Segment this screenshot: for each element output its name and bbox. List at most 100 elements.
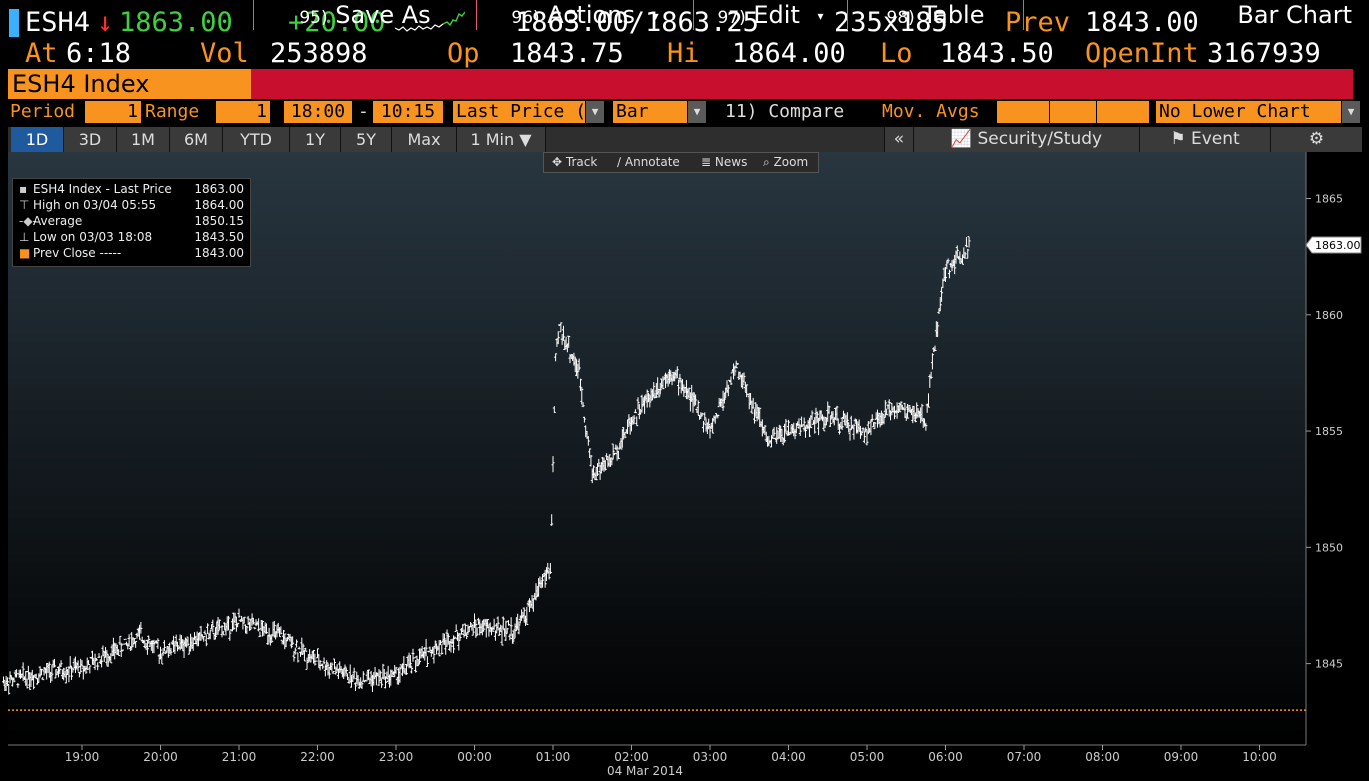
zoom-label: Zoom [773,155,809,169]
price-bar [947,269,951,279]
caret-down-icon: ▾ [817,9,824,23]
price-bar [703,412,707,421]
save-as-button[interactable]: 95) Save As [253,0,476,30]
price-bar [380,678,384,688]
legend-label: High on 03/04 05:55 [33,198,157,212]
price-bar [469,622,473,628]
price-bar [102,651,106,662]
price-bar [938,297,942,312]
legend-last-price[interactable]: ▪ ESH4 Index - Last Price 1863.00 [19,181,244,197]
y-tick-label: 1860 [1315,309,1343,322]
legend-prev-close[interactable]: ■ Prev Close ----- 1843.00 [19,245,244,261]
actions-menu[interactable]: 96) Actions ▾ [476,0,693,30]
price-bar [474,619,478,638]
mov-avg-field-2[interactable] [1050,101,1096,123]
price-bar [887,399,891,417]
price-bar [251,617,255,625]
price-bar [147,635,151,644]
mov-avg-field-3[interactable] [1097,101,1149,123]
compare-button[interactable]: 11) Compare [725,101,845,122]
price-bar [162,640,166,652]
price-bar [810,410,814,420]
start-time-field[interactable]: 18:00 [284,101,352,123]
chart-style-select[interactable]: Bar [613,101,687,123]
price-bar [775,426,779,444]
x-tick-label: 02:00 [614,750,649,764]
price-bar [16,683,20,688]
tab-5y[interactable]: 5Y [341,127,392,152]
price-bar [822,416,826,432]
time-dash: - [358,101,369,122]
tab-frequency[interactable]: 1 Min ▼ [457,127,546,152]
price-bar [453,636,457,640]
tab-3d[interactable]: 3D [64,127,117,152]
price-bar [735,362,739,365]
save-as-num: 95) [299,8,328,28]
openint-label: OpenInt [1085,38,1199,69]
table-button[interactable]: 98) Table [847,0,1023,30]
mov-avg-field-1[interactable] [997,101,1049,123]
price-bar [228,630,232,641]
price-bar [261,621,265,637]
tab-1d[interactable]: 1D [11,127,64,152]
price-bar [779,425,783,442]
collapse-button[interactable]: « [884,127,913,152]
lower-chart-select[interactable]: No Lower Chart [1156,101,1341,123]
tab-6m[interactable]: 6M [170,127,223,152]
price-bar [164,651,168,654]
price-bar [41,677,45,681]
price-bar [696,400,700,416]
chart-style-dropdown-icon[interactable]: ▼ [688,101,706,123]
price-bar [573,356,577,373]
price-bar [289,636,293,649]
price-bar [567,335,571,348]
security-study-button[interactable]: 📈 Security/Study [913,127,1139,152]
end-time-field[interactable]: 10:15 [373,101,443,123]
price-bar [835,405,839,421]
lower-chart-dropdown-icon[interactable]: ▼ [1342,101,1360,123]
price-bar [437,640,441,657]
annotate-button[interactable]: ∕ Annotate [617,153,680,172]
price-bar [283,633,287,650]
price-bar [707,418,711,430]
market-select[interactable]: Last Price (R [453,101,585,123]
x-tick-label: 19:00 [65,750,100,764]
table-num: 98) [886,8,915,28]
price-bar [645,389,649,408]
track-button[interactable]: ✥ Track [552,153,597,172]
event-button[interactable]: ⚑ Event [1139,127,1270,152]
y-tick-label: 1850 [1315,541,1343,554]
price-bar [85,657,89,671]
security-field[interactable]: ESH4 Index [8,69,251,99]
price-bar [2,676,5,684]
price-bar [885,408,889,416]
price-bar [580,386,584,405]
x-tick-label: 22:00 [300,750,335,764]
price-bar [556,331,560,345]
price-bar [946,258,950,264]
market-dropdown-icon[interactable]: ▼ [586,101,604,123]
tab-ytd[interactable]: YTD [223,127,290,152]
price-bar [414,660,418,673]
tab-1y[interactable]: 1Y [290,127,341,152]
price-bar [482,619,486,632]
price-bar [463,623,467,636]
price-bar [597,458,601,467]
price-bar [636,397,640,410]
news-button[interactable]: ≣ News [701,153,747,172]
zoom-button[interactable]: ⌕ Zoom [763,153,808,172]
price-bar [204,634,208,647]
range-field[interactable]: 1 [216,101,270,123]
price-bar [398,666,402,683]
tab-1m[interactable]: 1M [117,127,170,152]
tab-max[interactable]: Max [392,127,457,152]
price-bar [408,654,412,669]
price-bar [237,608,241,618]
price-bar [253,627,257,630]
period-field[interactable]: 1 [85,101,141,123]
edit-menu[interactable]: 97) Edit ▾ [693,0,847,30]
flag-icon: ⚑ [1170,129,1186,149]
settings-gear-icon[interactable]: ⚙ [1270,127,1362,152]
x-tick-label: 08:00 [1085,750,1120,764]
price-bar [635,416,639,427]
